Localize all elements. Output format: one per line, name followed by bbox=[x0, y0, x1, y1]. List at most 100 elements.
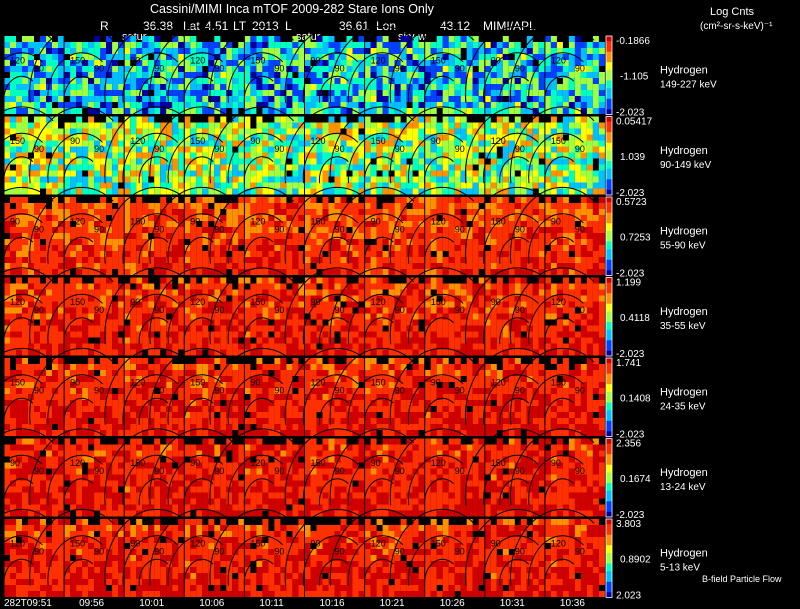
pixel-cell bbox=[22, 164, 28, 171]
pixel-cell bbox=[388, 66, 395, 72]
pixel-cell bbox=[322, 36, 329, 42]
pixel-cell bbox=[352, 164, 359, 171]
pixel-cell bbox=[346, 152, 353, 159]
pixel-cell bbox=[352, 251, 359, 257]
pixel-cell bbox=[370, 343, 377, 350]
pixel-cell bbox=[22, 289, 28, 296]
pixel-cell bbox=[388, 176, 395, 183]
pixel-cell bbox=[244, 78, 251, 84]
pitch-contour bbox=[138, 156, 169, 184]
pixel-cell bbox=[550, 140, 557, 147]
pixel-cell bbox=[202, 331, 209, 338]
pixel-cell bbox=[184, 108, 191, 114]
pixel-cell bbox=[112, 209, 119, 215]
pixel-cell bbox=[118, 72, 125, 78]
pixel-cell bbox=[172, 170, 179, 177]
pixel-cell bbox=[238, 96, 245, 102]
pixel-cell bbox=[52, 251, 58, 257]
pixel-cell bbox=[316, 122, 323, 129]
pixel-cell bbox=[346, 48, 353, 54]
pixel-cell bbox=[196, 209, 203, 215]
pixel-cell bbox=[298, 289, 305, 296]
pixel-cell bbox=[388, 289, 395, 296]
pixel-cell bbox=[310, 295, 317, 302]
pitch-contour bbox=[329, 25, 415, 103]
pixel-cell bbox=[574, 90, 581, 96]
pixel-cell bbox=[568, 152, 575, 159]
pixel-cell bbox=[4, 301, 10, 308]
pixel-cell bbox=[64, 257, 71, 263]
pixel-cell bbox=[106, 337, 113, 344]
pixel-cell bbox=[256, 283, 263, 290]
pixel-cell bbox=[376, 331, 383, 338]
pixel-cell bbox=[64, 233, 71, 239]
pixel-cell bbox=[10, 263, 16, 269]
pixel-cell bbox=[82, 307, 89, 314]
pixel-cell bbox=[88, 182, 95, 189]
pixel-cell bbox=[238, 283, 245, 290]
pixel-cell bbox=[466, 48, 473, 54]
pixel-cell bbox=[460, 188, 467, 195]
pixel-cell bbox=[100, 158, 107, 165]
pixel-cell bbox=[310, 221, 317, 227]
pixel-cell bbox=[328, 84, 335, 90]
pixel-cell bbox=[106, 146, 113, 153]
pixel-cell bbox=[220, 307, 227, 314]
pixel-cell bbox=[466, 203, 473, 209]
pixel-cell bbox=[478, 251, 485, 257]
pixel-cell bbox=[328, 182, 335, 189]
contour-label: 90 bbox=[515, 144, 525, 154]
pixel-cell bbox=[562, 239, 569, 245]
pixel-cell bbox=[502, 108, 509, 114]
pixel-cell bbox=[460, 269, 467, 275]
pixel-cell bbox=[106, 203, 113, 209]
pixel-cell bbox=[268, 221, 275, 227]
pixel-cell bbox=[82, 42, 89, 48]
pixel-cell bbox=[322, 215, 329, 221]
pixel-cell bbox=[106, 319, 113, 326]
pixel-cell bbox=[148, 337, 155, 344]
pixel-cell bbox=[88, 84, 95, 90]
pixel-cell bbox=[88, 343, 95, 350]
pixel-cell bbox=[394, 72, 401, 78]
pixel-cell bbox=[202, 102, 209, 108]
pixel-cell bbox=[268, 289, 275, 296]
pixel-cell bbox=[166, 295, 173, 302]
pixel-cell bbox=[118, 221, 125, 227]
pixel-cell bbox=[496, 245, 503, 251]
pixel-cell bbox=[358, 78, 365, 84]
pixel-cell bbox=[16, 170, 22, 177]
pixel-cell bbox=[178, 301, 185, 308]
colorbar-step bbox=[606, 163, 612, 167]
pixel-cell bbox=[568, 257, 575, 263]
pixel-cell bbox=[412, 289, 419, 296]
pixel-cell bbox=[448, 197, 455, 203]
pixel-cell bbox=[562, 140, 569, 147]
pixel-cell bbox=[484, 102, 491, 108]
pixel-cell bbox=[364, 269, 371, 275]
pixel-cell bbox=[112, 277, 119, 284]
pixel-cell bbox=[436, 36, 443, 42]
pixel-cell bbox=[28, 90, 34, 96]
pixel-cell bbox=[22, 313, 28, 320]
pixel-cell bbox=[448, 227, 455, 233]
pixel-cell bbox=[544, 197, 551, 203]
pixel-cell bbox=[586, 72, 593, 78]
pixel-cell bbox=[340, 164, 347, 171]
pixel-cell bbox=[424, 128, 431, 135]
pixel-cell bbox=[76, 295, 83, 302]
pixel-cell bbox=[70, 313, 77, 320]
pixel-cell bbox=[76, 108, 83, 114]
pixel-cell bbox=[118, 54, 125, 60]
pixel-cell bbox=[520, 84, 527, 90]
pixel-cell bbox=[544, 42, 551, 48]
pixel-cell bbox=[112, 221, 119, 227]
pixel-cell bbox=[178, 66, 185, 72]
pixel-cell bbox=[34, 325, 40, 332]
pixel-cell bbox=[244, 66, 251, 72]
pixel-cell bbox=[418, 221, 425, 227]
pixel-cell bbox=[4, 221, 10, 227]
pitch-contour bbox=[122, 293, 179, 345]
pixel-cell bbox=[520, 182, 527, 189]
pixel-cell bbox=[334, 158, 341, 165]
